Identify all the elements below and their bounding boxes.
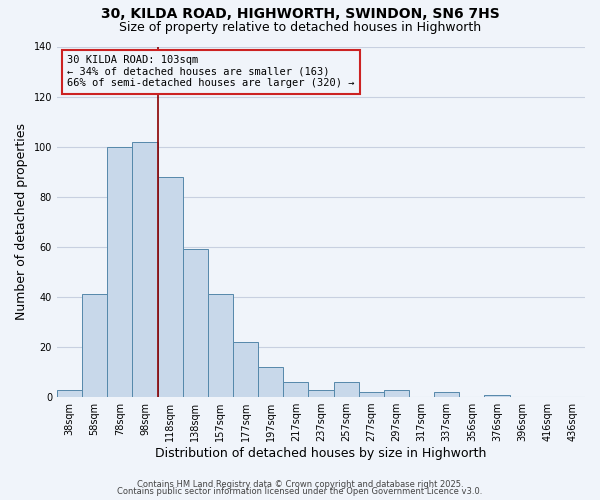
Text: Contains HM Land Registry data © Crown copyright and database right 2025.: Contains HM Land Registry data © Crown c… [137,480,463,489]
Bar [133,142,158,397]
Text: 30, KILDA ROAD, HIGHWORTH, SWINDON, SN6 7HS: 30, KILDA ROAD, HIGHWORTH, SWINDON, SN6 … [101,8,499,22]
X-axis label: Distribution of detached houses by size in Highworth: Distribution of detached houses by size … [155,447,487,460]
Bar [182,250,208,397]
Y-axis label: Number of detached properties: Number of detached properties [15,124,28,320]
Bar [82,294,107,397]
Bar [484,394,509,397]
Bar [158,176,182,397]
Bar [308,390,334,397]
Bar [233,342,258,397]
Bar [57,390,82,397]
Bar [384,390,409,397]
Bar [258,367,283,397]
Text: Contains public sector information licensed under the Open Government Licence v3: Contains public sector information licen… [118,487,482,496]
Bar [434,392,459,397]
Text: Size of property relative to detached houses in Highworth: Size of property relative to detached ho… [119,21,481,34]
Bar [283,382,308,397]
Bar [334,382,359,397]
Text: 30 KILDA ROAD: 103sqm
← 34% of detached houses are smaller (163)
66% of semi-det: 30 KILDA ROAD: 103sqm ← 34% of detached … [67,56,355,88]
Bar [208,294,233,397]
Bar [359,392,384,397]
Bar [107,146,133,397]
